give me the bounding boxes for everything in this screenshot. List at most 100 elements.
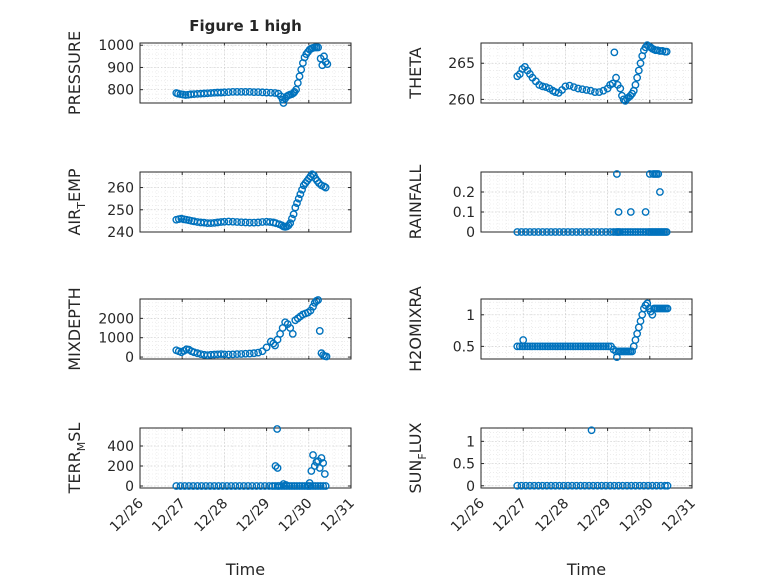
subplot-6: 0.5 1 H2OMIXRA [406, 286, 693, 372]
data-point [189, 482, 198, 490]
data-point [662, 47, 671, 56]
y-tick-label: 0 [125, 479, 134, 495]
series-points [513, 41, 671, 105]
data-point [273, 464, 282, 472]
data-point [616, 228, 625, 236]
data-point [217, 218, 225, 226]
data-point [548, 342, 557, 351]
y-axis-label: SUNFLUX [406, 422, 429, 493]
data-point [589, 481, 598, 490]
x-axis-label: Time [225, 560, 265, 579]
data-point [555, 228, 564, 236]
data-point [237, 350, 246, 358]
y-tick-label: 1000 [98, 331, 134, 347]
data-point [298, 185, 306, 194]
axes-frame [139, 42, 352, 104]
series-points [513, 170, 671, 236]
data-point [623, 228, 632, 236]
axes-background [480, 171, 693, 233]
data-point [279, 99, 288, 107]
series-points [172, 425, 330, 490]
data-point [244, 482, 252, 490]
data-point [626, 228, 635, 236]
data-point [551, 88, 560, 97]
x-tick-label: 12/26 [448, 495, 488, 535]
data-point [288, 214, 296, 223]
data-point [538, 228, 547, 236]
data-point [271, 89, 279, 97]
data-point [262, 88, 271, 97]
data-point [521, 228, 530, 236]
data-point [612, 353, 621, 362]
data-point [530, 228, 539, 236]
y-tick-label: 250 [107, 203, 134, 219]
data-point [258, 218, 267, 226]
data-point [185, 482, 193, 490]
data-point [631, 481, 640, 490]
data-point [266, 88, 275, 97]
data-point [656, 188, 664, 196]
data-point [543, 342, 552, 351]
data-point [245, 87, 254, 96]
data-point [271, 462, 280, 470]
data-point [214, 482, 223, 490]
data-point [610, 481, 619, 490]
data-point [254, 218, 263, 227]
data-point [558, 342, 567, 351]
data-point [530, 481, 539, 490]
y-tick-label: 1 [466, 434, 475, 450]
data-point [629, 228, 637, 236]
x-tick-label: 12/28 [532, 496, 572, 536]
data-point [224, 88, 233, 97]
data-point [551, 342, 560, 351]
data-point [564, 481, 572, 490]
data-point [602, 228, 610, 236]
data-point [258, 347, 267, 356]
data-point [311, 482, 320, 490]
data-point [542, 481, 551, 490]
y-axis-label: TERRMSL [65, 423, 88, 495]
data-point [559, 481, 568, 490]
data-point [237, 87, 246, 96]
data-point [612, 170, 621, 178]
x-axis-label: Time [566, 560, 606, 579]
data-point [224, 350, 233, 359]
axes-frame [139, 171, 352, 233]
y-tick-label: 0 [466, 225, 475, 241]
data-point [614, 208, 623, 216]
data-point [322, 352, 331, 361]
subplot-8: 0 0.5 1 SUNFLUX 12/26 12/27 12/28 12/29 12/30 12/… [406, 422, 699, 579]
data-point [582, 86, 591, 94]
data-point [235, 482, 244, 490]
series-points [172, 170, 330, 231]
data-point [568, 481, 577, 490]
data-point [564, 342, 572, 351]
data-point [576, 481, 585, 490]
data-point [233, 218, 241, 226]
data-point [614, 481, 623, 490]
data-point [623, 481, 631, 490]
data-point [314, 296, 322, 304]
y-tick-label: 260 [107, 181, 134, 197]
data-point [314, 482, 322, 490]
data-point [227, 482, 236, 490]
data-point [231, 482, 240, 490]
data-point [551, 228, 560, 236]
data-point [551, 481, 560, 490]
subplot-2: 260 265 THETA [406, 41, 693, 108]
data-point [181, 91, 190, 99]
data-point [596, 342, 605, 351]
series-points [172, 43, 332, 107]
data-point [224, 217, 233, 226]
data-point [218, 482, 227, 490]
data-point [321, 183, 330, 192]
data-point [252, 482, 261, 490]
y-axis-label: H2OMIXRA [406, 286, 425, 372]
data-point [217, 350, 225, 359]
data-point [561, 82, 570, 91]
data-point [636, 59, 645, 68]
data-point [652, 481, 661, 490]
data-point [305, 479, 314, 487]
x-tick-label: 12/30 [617, 496, 657, 536]
